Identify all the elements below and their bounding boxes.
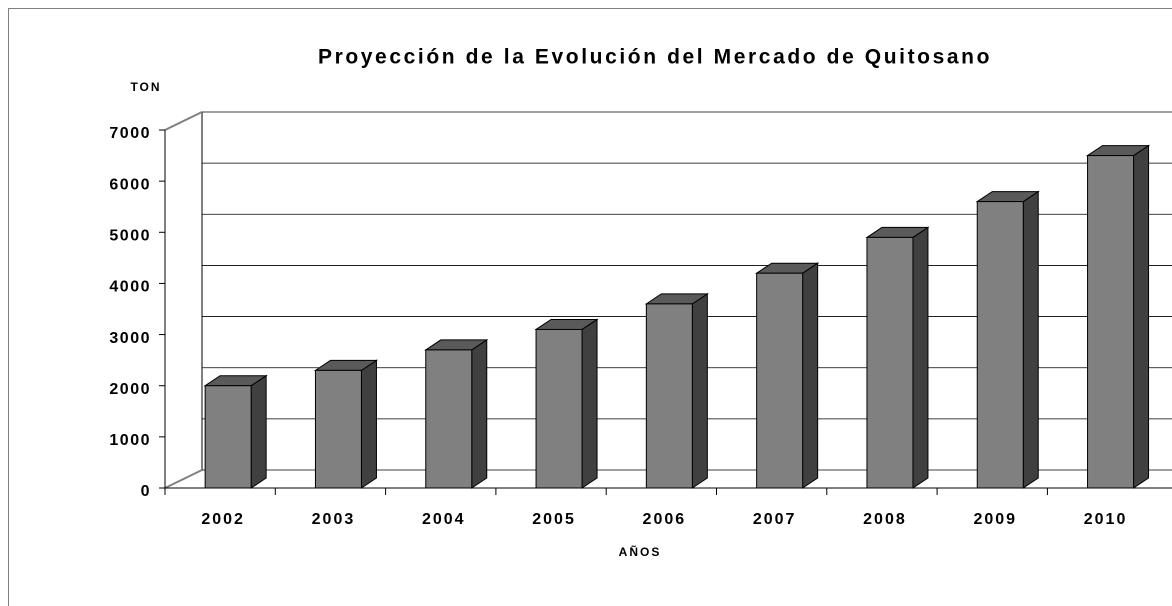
bar-side bbox=[802, 262, 819, 489]
y-tick-label: 6000 bbox=[109, 176, 151, 193]
bar-side bbox=[250, 374, 267, 489]
bar bbox=[425, 349, 473, 489]
x-tick-label: 2010 bbox=[1084, 511, 1128, 528]
y-axis-label: TON bbox=[130, 80, 161, 94]
bar-side bbox=[1133, 144, 1150, 489]
bar-side bbox=[360, 359, 377, 489]
y-tick-label: 0 bbox=[141, 483, 151, 500]
chart-border bbox=[8, 8, 1172, 606]
bar bbox=[976, 201, 1024, 489]
bar bbox=[314, 369, 362, 489]
x-tick-label: 2003 bbox=[312, 511, 356, 528]
bar bbox=[204, 385, 252, 489]
x-tick-label: 2008 bbox=[863, 511, 907, 528]
x-tick-label: 2004 bbox=[422, 511, 466, 528]
y-tick-label: 3000 bbox=[109, 330, 151, 347]
x-tick-label: 2007 bbox=[753, 511, 797, 528]
x-tick-label: 2009 bbox=[973, 511, 1017, 528]
wall-edge bbox=[164, 469, 203, 489]
y-tick-label: 1000 bbox=[109, 432, 151, 449]
bar-side bbox=[581, 318, 598, 489]
bar-side bbox=[1022, 190, 1039, 489]
x-tick-label: 2002 bbox=[201, 511, 245, 528]
x-tick-label: 2005 bbox=[532, 511, 576, 528]
bar bbox=[866, 236, 914, 489]
y-tick-label: 4000 bbox=[109, 279, 151, 296]
x-axis-label: AÑOS bbox=[619, 544, 662, 559]
bar bbox=[535, 328, 583, 489]
chart-title: Proyección de la Evolución del Mercado d… bbox=[318, 46, 992, 69]
bar-side bbox=[912, 226, 929, 489]
bar-side bbox=[471, 338, 488, 489]
wall-edge bbox=[164, 111, 203, 131]
bar bbox=[756, 272, 804, 489]
x-tick-label: 2006 bbox=[643, 511, 687, 528]
y-tick-label: 5000 bbox=[109, 228, 151, 245]
bar bbox=[645, 303, 693, 489]
y-tick-label: 2000 bbox=[109, 381, 151, 398]
bar bbox=[1087, 155, 1135, 489]
bar-side bbox=[691, 292, 708, 489]
y-tick-label: 7000 bbox=[109, 125, 151, 142]
